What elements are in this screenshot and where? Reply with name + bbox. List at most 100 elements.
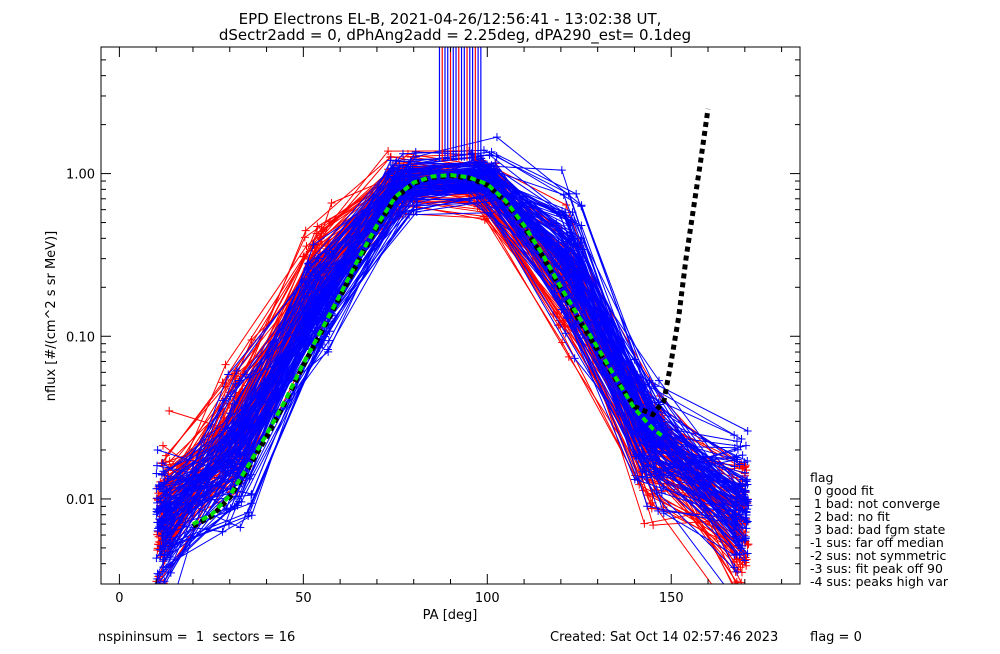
blue-trace-marker (732, 453, 741, 462)
blue-trace-marker (473, 168, 482, 177)
blue-trace-marker (741, 441, 750, 450)
blue-trace-marker (153, 574, 162, 583)
blue-trace-marker (157, 516, 166, 525)
x-tick-label: 50 (295, 591, 312, 606)
blue-trace-marker (730, 443, 739, 452)
blue-trace-marker (223, 466, 232, 475)
blue-trace-marker (305, 271, 314, 280)
chart-title-line1: EPD Electrons EL-B, 2021-04-26/12:56:41 … (239, 10, 662, 28)
blue-trace-marker (730, 551, 739, 560)
blue-trace-marker (644, 455, 653, 464)
blue-trace-marker (566, 216, 575, 225)
blue-trace-marker (153, 461, 162, 470)
footer-flag: flag = 0 (810, 630, 862, 645)
blue-trace-marker (738, 451, 747, 460)
red-trace-marker (479, 212, 488, 221)
blue-trace-marker (230, 502, 239, 511)
footer-created: Created: Sat Oct 14 02:57:46 2023 (550, 630, 778, 645)
blue-trace-marker (247, 511, 256, 520)
blue-trace-marker (572, 242, 581, 251)
blue-trace-marker (737, 500, 746, 509)
blue-trace-marker (494, 178, 503, 187)
red-trace-marker (558, 338, 567, 347)
blue-trace-marker (412, 152, 421, 161)
flag-legend-item: -4 sus: peaks high var (810, 574, 949, 589)
blue-trace-marker (326, 263, 335, 272)
blue-trace-marker (572, 189, 581, 198)
flag-legend-heading: flag (810, 470, 833, 485)
blue-trace-marker (313, 286, 322, 295)
blue-trace-marker (160, 508, 169, 517)
blue-trace-marker (231, 379, 240, 388)
red-trace-marker (736, 554, 745, 563)
red-trace-marker (730, 611, 738, 619)
flag-legend: flag 0 good fit 1 bad: not converge 2 ba… (810, 470, 949, 589)
red-trace-marker (327, 198, 336, 207)
red-trace-marker (742, 561, 751, 570)
blue-trace-marker (315, 306, 324, 315)
red-trace-marker (155, 540, 164, 549)
blue-trace-marker (564, 189, 573, 198)
blue-trace-marker (653, 447, 662, 456)
blue-trace-marker (578, 270, 587, 279)
blue-trace-marker (737, 603, 745, 611)
blue-trace-marker (635, 423, 644, 432)
red-trace (159, 166, 742, 583)
blue-trace-marker (561, 329, 570, 338)
blue-trace-marker (570, 294, 579, 303)
red-trace-marker (733, 590, 741, 598)
blue-trace (155, 177, 742, 559)
blue-trace-marker (743, 549, 752, 558)
blue-trace-marker (740, 458, 749, 467)
blue-trace-marker (467, 149, 476, 158)
blue-trace-marker (730, 563, 739, 572)
blue-trace-marker (411, 171, 420, 180)
blue-trace-marker (399, 149, 408, 158)
blue-trace-marker (559, 190, 568, 199)
x-tick-label: 100 (475, 591, 500, 606)
red-trace-marker (649, 521, 658, 530)
blue-trace-marker (732, 437, 741, 446)
flag-legend-item: -2 sus: not symmetric (810, 548, 946, 563)
blue-trace-marker (630, 475, 639, 484)
blue-trace-marker (486, 208, 495, 217)
blue-trace-marker (247, 491, 256, 500)
blue-trace-marker (733, 567, 742, 576)
blue-trace-marker (247, 489, 256, 498)
blue-trace-marker (577, 221, 586, 230)
data-lines (152, 47, 753, 619)
flag-legend-item: 3 bad: bad fgm state (810, 522, 946, 537)
blue-trace-marker (740, 556, 749, 565)
blue-trace-marker (406, 162, 415, 171)
blue-trace-marker (157, 545, 166, 554)
blue-trace-marker (654, 506, 663, 515)
blue-trace (166, 189, 739, 538)
blue-trace-marker (158, 459, 167, 468)
blue-trace-marker (657, 489, 666, 498)
blue-trace (162, 177, 738, 510)
flag-legend-item: 2 bad: no fit (810, 509, 890, 524)
blue-trace-marker (742, 507, 751, 516)
blue-trace-marker (743, 426, 752, 435)
blue-trace-marker (308, 299, 317, 308)
blue-trace-marker (732, 515, 741, 524)
axes: 0 50 100 150 0.01 0.10 1.00 (66, 46, 800, 606)
blue-trace-marker (324, 336, 333, 345)
blue-trace-marker (474, 183, 483, 192)
blue-trace-marker (737, 435, 746, 444)
blue-trace-marker (563, 256, 572, 265)
blue-trace-marker (247, 499, 256, 508)
blue-trace-marker (557, 166, 566, 175)
y-tick-label: 0.10 (66, 330, 95, 345)
blue-trace-marker (554, 225, 563, 234)
red-trace-marker (647, 504, 656, 513)
blue-trace-marker (153, 508, 162, 517)
blue-trace-marker (659, 509, 668, 518)
red-trace-marker (737, 578, 746, 584)
blue-trace-marker (157, 502, 166, 511)
red-trace-marker (384, 147, 393, 156)
blue-trace-marker (741, 481, 750, 490)
blue-trace-marker (735, 460, 744, 469)
blue-trace-marker (153, 446, 162, 455)
